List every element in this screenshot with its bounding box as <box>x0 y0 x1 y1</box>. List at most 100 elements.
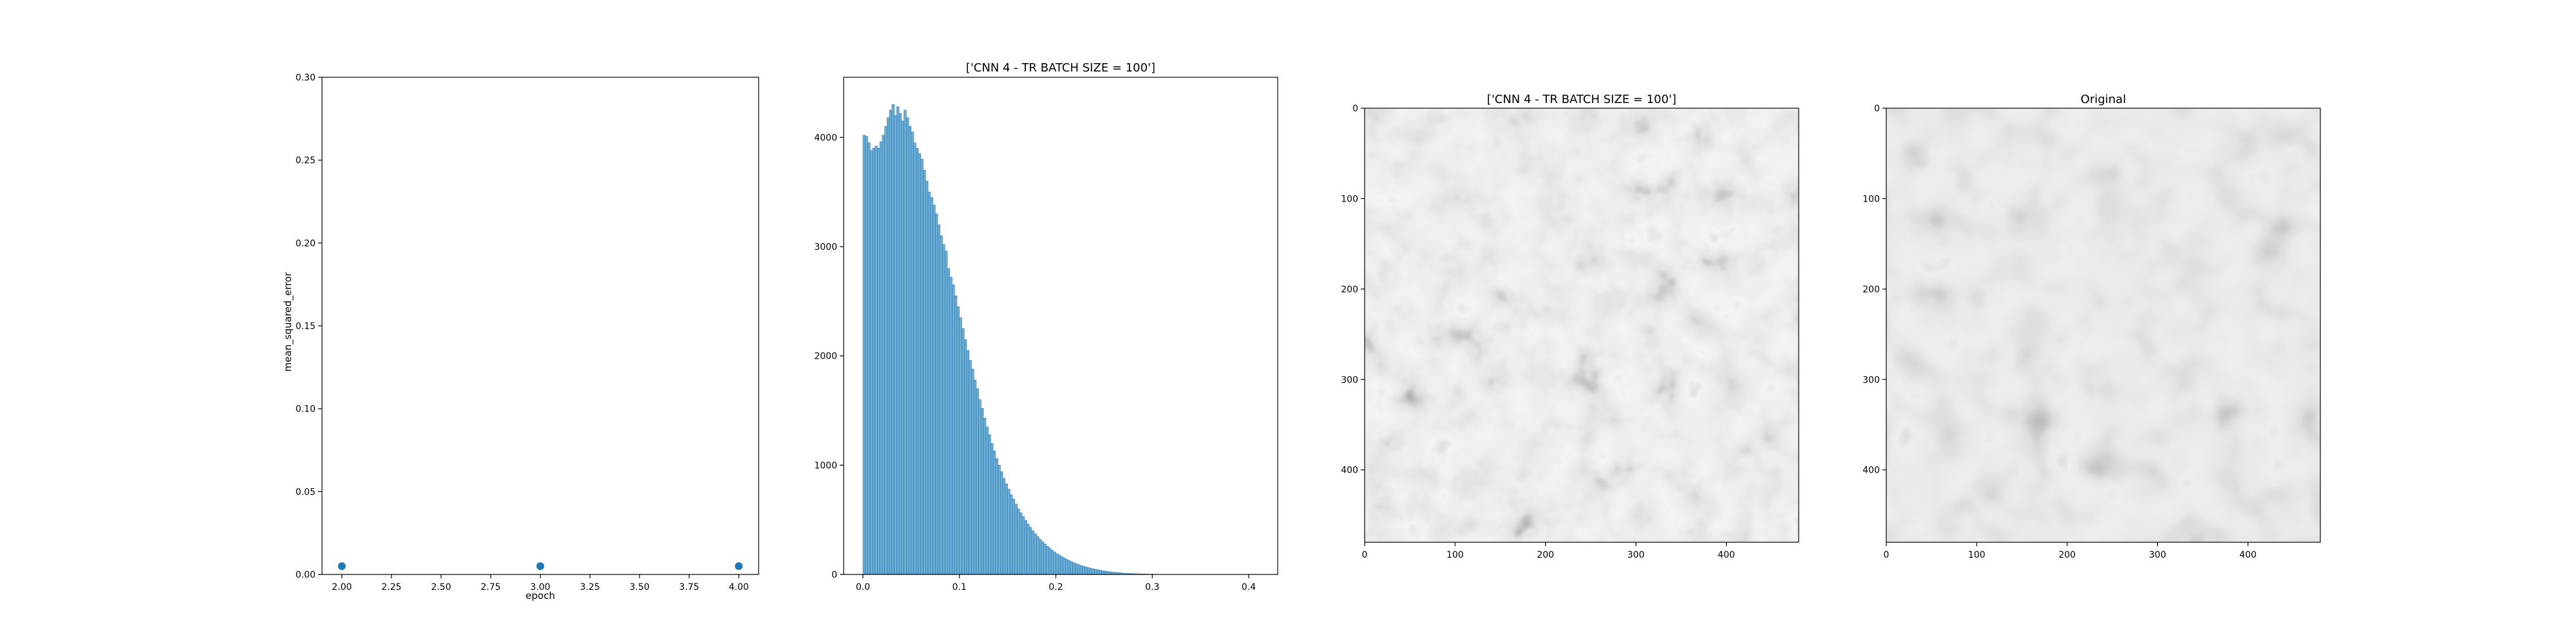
histogram-bar <box>1086 567 1090 575</box>
histogram-bar <box>1014 504 1018 575</box>
histogram-bar <box>904 109 907 575</box>
y-tick-label: 0.00 <box>296 570 316 580</box>
x-tick-label: 0.0 <box>856 582 870 592</box>
histogram-bar <box>976 388 979 575</box>
y-tick-label: 3000 <box>814 242 837 252</box>
plot-frame <box>843 77 1278 575</box>
histogram-bar <box>884 126 887 575</box>
histogram-bar <box>1012 498 1016 575</box>
y-tick-label: 100 <box>1862 194 1880 204</box>
loss-scatter-panel: mean_squared_error epoch 2.00 2.25 2.50 2.7… <box>282 73 759 601</box>
histogram-bar <box>1036 536 1039 575</box>
histogram-bar <box>1002 478 1006 575</box>
histogram-bar <box>959 317 962 575</box>
histogram-bar <box>923 169 926 575</box>
histogram-bar <box>1039 539 1042 575</box>
histogram-bar <box>867 142 871 575</box>
histogram-bar <box>1010 494 1013 575</box>
x-tick-label: 2.50 <box>431 582 451 592</box>
x-tick-label: 200 <box>2058 550 2076 560</box>
histogram-bar <box>1075 564 1078 575</box>
histogram-bar <box>1021 516 1025 575</box>
histogram-bar <box>862 135 866 575</box>
x-tick-label: 2.75 <box>480 582 500 592</box>
histogram-bar <box>949 277 952 575</box>
histogram-bar <box>1056 553 1059 575</box>
x-tick-label: 2.00 <box>332 582 352 592</box>
x-tick-label: 300 <box>2149 550 2166 560</box>
histogram-bar <box>1096 569 1100 575</box>
histogram-bar <box>1029 527 1032 575</box>
histogram-bar <box>1070 561 1074 575</box>
x-tick-label: 100 <box>1446 550 1464 560</box>
image-title: ['CNN 4 - TR BATCH SIZE = 100'] <box>1487 93 1676 106</box>
x-tick-label: 3.50 <box>630 582 650 592</box>
histogram-bar <box>913 142 916 575</box>
histogram-bar <box>988 434 991 575</box>
y-tick-label: 400 <box>1862 466 1880 476</box>
x-tick-label: 2.25 <box>381 582 401 592</box>
histogram-bar <box>865 136 868 575</box>
histogram-bar <box>954 296 958 575</box>
histogram-bar <box>978 399 981 575</box>
histogram-bar <box>927 191 931 575</box>
x-tick-label: 0 <box>1362 550 1368 560</box>
y-tick-label: 0.15 <box>296 321 316 332</box>
histogram-bar <box>1048 547 1052 575</box>
histogram-bar <box>1072 562 1075 575</box>
histogram-bar <box>887 117 890 575</box>
histogram-bar <box>1005 483 1008 575</box>
histogram-bar <box>961 328 965 575</box>
histogram-bar <box>1079 565 1083 575</box>
histogram-bar <box>1019 512 1023 575</box>
histogram-bar <box>1094 569 1097 575</box>
histogram-bar <box>1063 558 1066 575</box>
histogram-bar <box>1065 559 1068 575</box>
granulation-image <box>1886 108 2320 542</box>
histogram-bar <box>911 131 914 575</box>
histogram-bar <box>1082 565 1085 575</box>
reconstruction-image-panel: ['CNN 4 - TR BATCH SIZE = 100'] 0 100 200 3… <box>1341 93 1799 560</box>
image-frame <box>1886 108 2321 543</box>
histogram-bar <box>1046 545 1049 575</box>
histogram-bar <box>1104 571 1107 575</box>
x-tick-label: 0.4 <box>1242 582 1256 592</box>
data-point <box>337 562 346 571</box>
histogram-bar <box>963 339 967 575</box>
chart-title: ['CNN 4 - TR BATCH SIZE = 100'] <box>966 61 1155 75</box>
histogram-bar <box>1108 571 1112 575</box>
histogram-bar <box>1101 570 1104 575</box>
histogram-bar <box>891 104 895 575</box>
y-tick-label: 0.05 <box>296 487 316 497</box>
histogram-bar <box>1092 569 1095 575</box>
histogram-bar <box>1000 471 1003 575</box>
histogram-bar <box>1050 550 1054 575</box>
histogram-bar <box>882 135 885 575</box>
histogram-bar <box>956 307 960 575</box>
histogram-bar <box>920 158 923 575</box>
x-tick-label: 400 <box>2239 550 2257 560</box>
histogram-bar <box>995 458 998 575</box>
x-tick-label: 3.25 <box>580 582 600 592</box>
histogram-bar <box>1099 570 1102 575</box>
x-tick-label: 300 <box>1627 550 1645 560</box>
granulation-image <box>1365 108 1799 542</box>
histogram-bar <box>1027 524 1030 575</box>
histogram-bar <box>889 109 893 575</box>
histogram-bar <box>940 235 943 575</box>
x-tick-label: 200 <box>1537 550 1554 560</box>
histogram-bar <box>896 106 900 575</box>
histogram-bar <box>901 120 904 575</box>
y-tick-label: 0 <box>1874 104 1880 114</box>
histogram-bar <box>1043 544 1046 575</box>
histogram-panel: ['CNN 4 - TR BATCH SIZE = 100'] 0.0 0.1 0.… <box>814 61 1278 592</box>
histogram-bar <box>908 126 912 575</box>
histogram-bar <box>918 153 922 575</box>
histogram-bar <box>937 224 941 575</box>
histogram-bar <box>992 450 996 575</box>
histogram-bar <box>981 408 984 575</box>
histogram-bar <box>898 113 902 575</box>
y-tick-label: 2000 <box>814 352 837 362</box>
histogram-bar <box>944 251 948 575</box>
data-point <box>735 562 743 571</box>
